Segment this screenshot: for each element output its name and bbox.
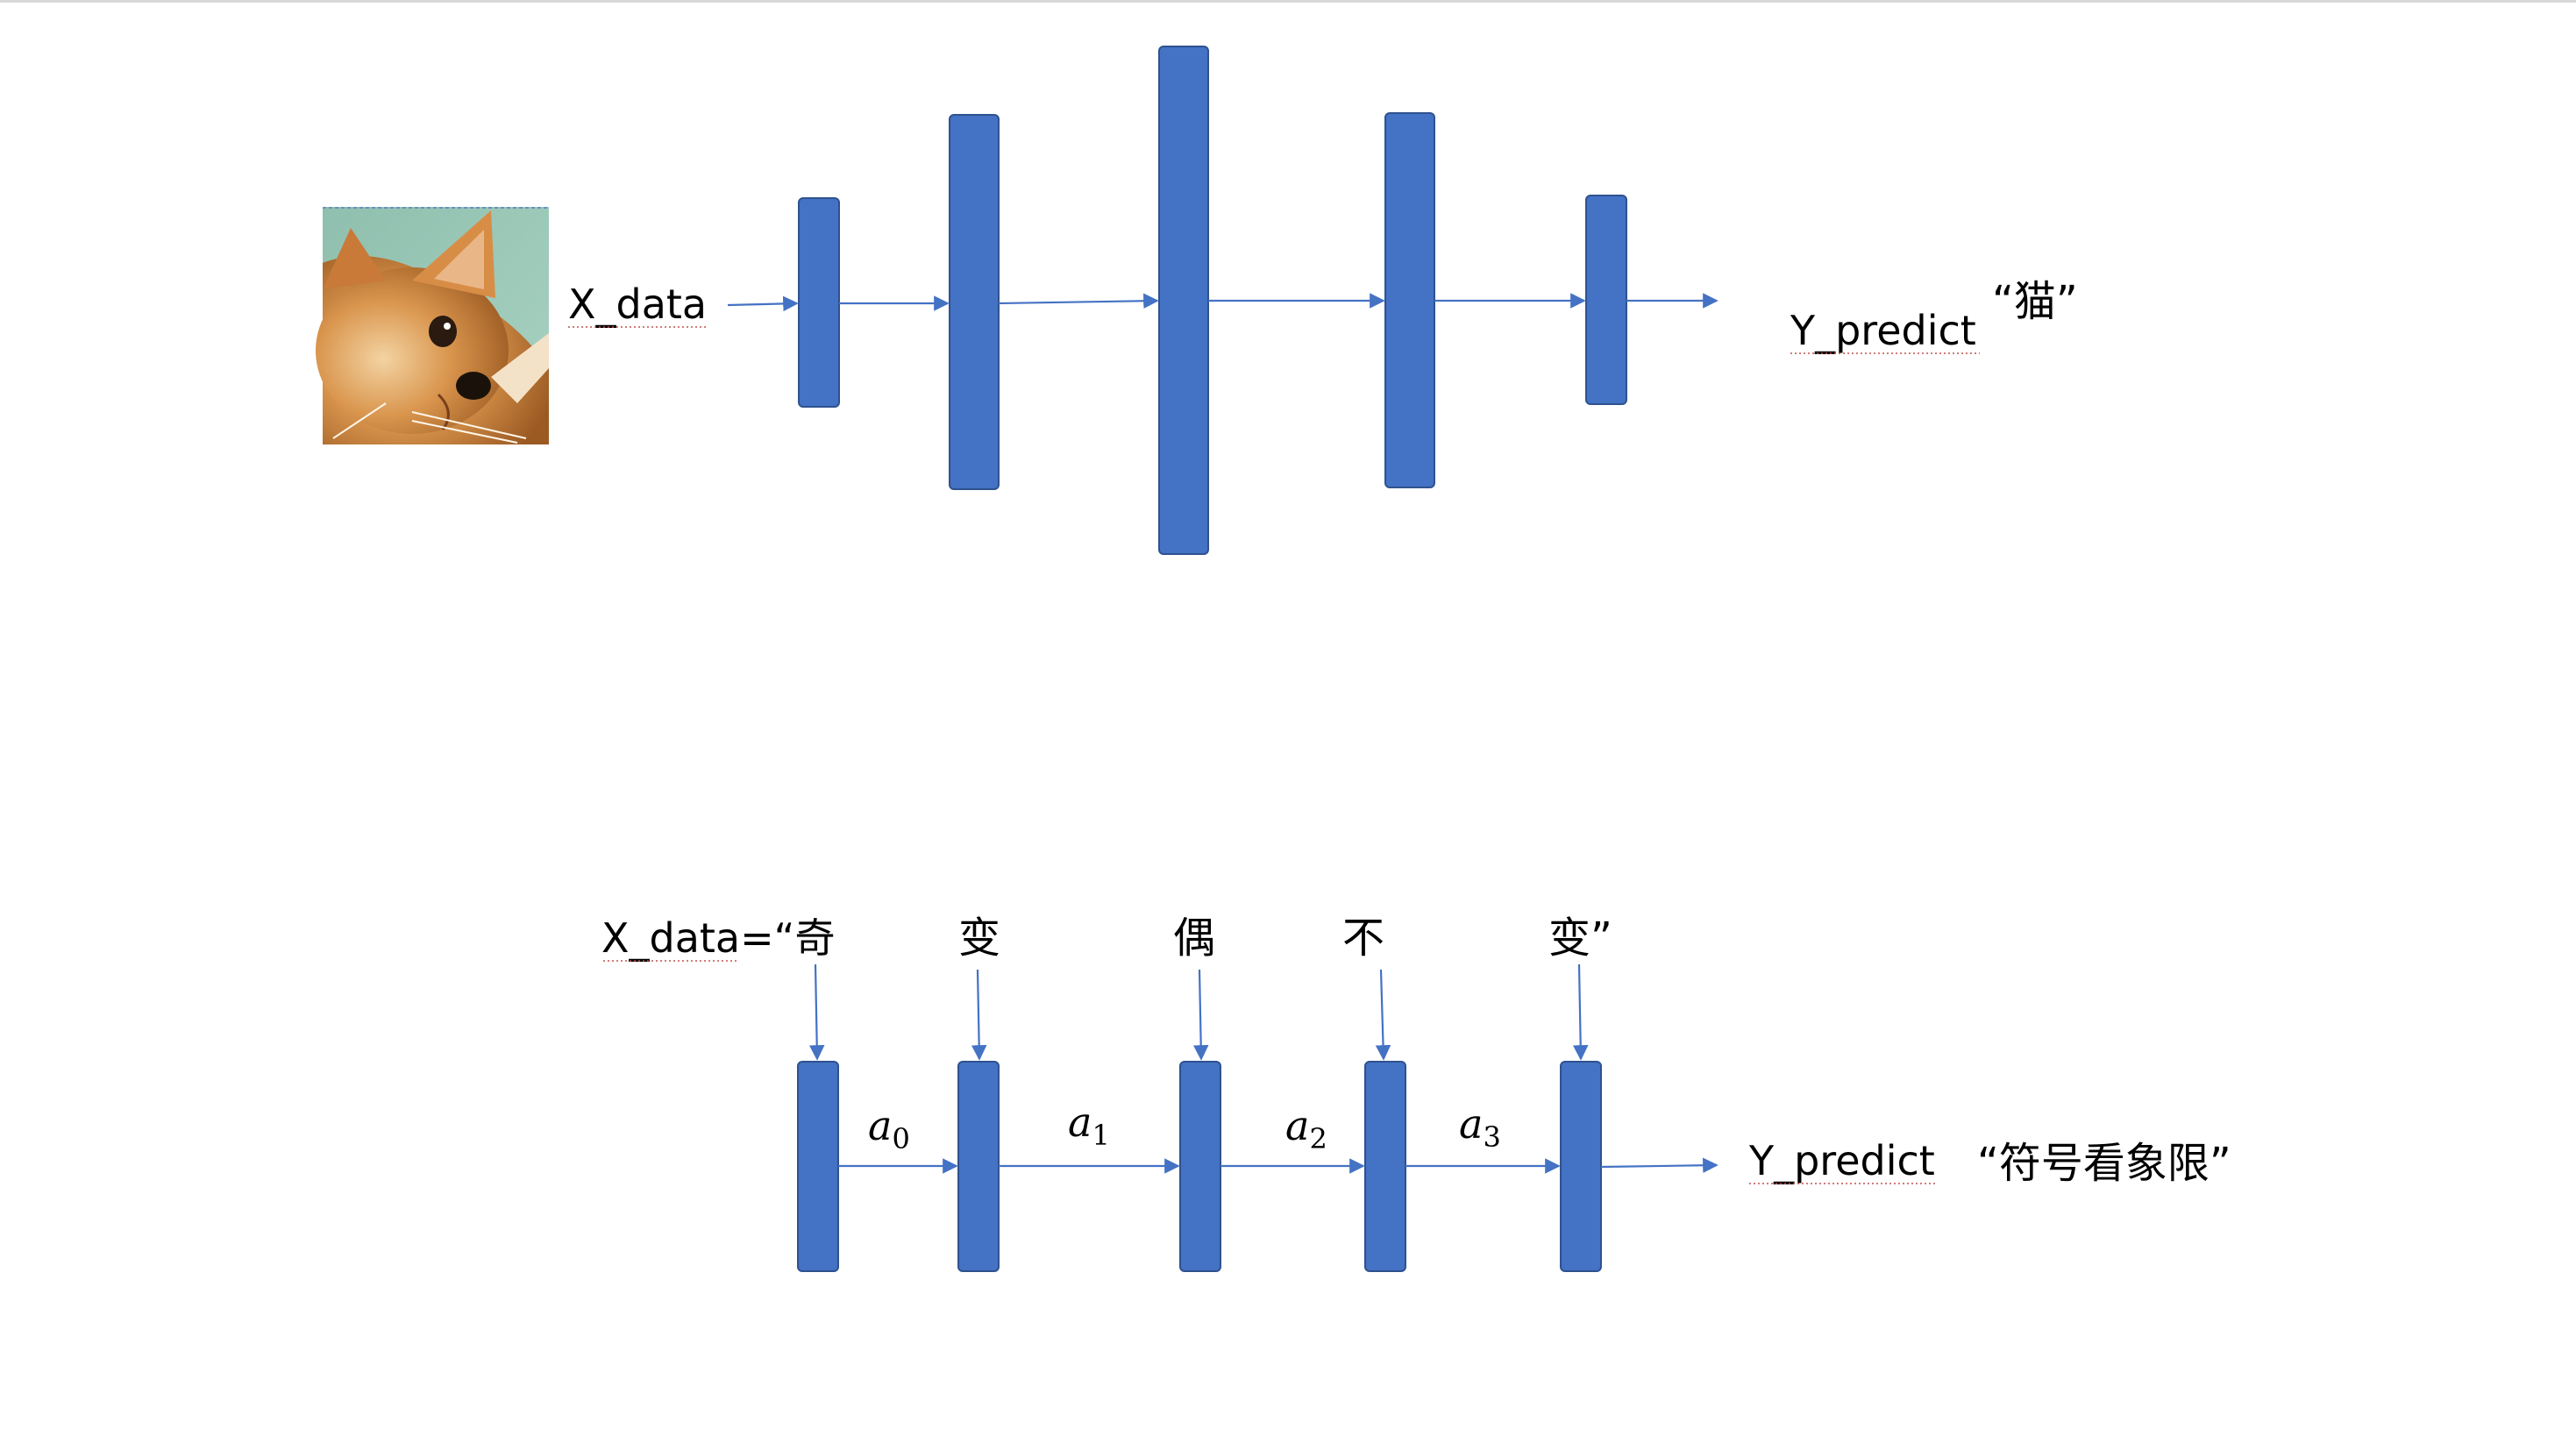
rnn-cell-1 <box>797 1061 839 1272</box>
rnn-input-arrow-4 <box>1375 969 1391 1061</box>
top-border <box>0 0 2576 3</box>
cnn-layer-4 <box>1384 112 1435 488</box>
rnn-token-4: 变” <box>1548 914 1612 963</box>
rnn-input-arrow-3 <box>1192 969 1209 1061</box>
rnn-cell-4 <box>1364 1061 1406 1272</box>
cnn-x-label: X_data <box>568 281 707 328</box>
rnn-input-arrow-2 <box>971 969 987 1061</box>
cnn-arrow-2-3 <box>998 293 1159 309</box>
rnn-y-value: “符号看象限” <box>1977 1139 2231 1188</box>
rnn-token-3: 不 <box>1342 914 1384 963</box>
cnn-y-label: Y_predict <box>1790 307 1976 354</box>
hidden-state-a2: a2 <box>1285 1102 1327 1155</box>
cnn-network: X_data Y_predict “猫” <box>316 46 2078 555</box>
cat-image <box>316 207 549 444</box>
rnn-token-2: 偶 <box>1173 914 1215 963</box>
rnn-cell-2 <box>957 1061 1000 1272</box>
rnn-cell-5 <box>1560 1061 1602 1272</box>
cnn-layer-1 <box>798 197 840 408</box>
hidden-state-a3: a3 <box>1459 1100 1501 1154</box>
rnn-token-1: 变 <box>958 914 1000 963</box>
rnn-network: X_data=“奇 变 偶 不 变” a0 a1 a2 <box>601 914 2231 1272</box>
hidden-state-a1: a1 <box>1068 1098 1110 1152</box>
rnn-cell-3 <box>1179 1061 1221 1272</box>
hidden-state-a0: a0 <box>868 1102 910 1155</box>
rnn-output-arrow <box>1600 1157 1719 1174</box>
cnn-layer-5 <box>1585 195 1627 405</box>
cnn-layer-3 <box>1158 46 1209 555</box>
cnn-layer-2 <box>949 114 1000 490</box>
cnn-arrow-input <box>727 295 799 312</box>
cnn-y-value: “猫” <box>1992 277 2078 326</box>
rnn-y-label: Y_predict <box>1748 1137 1935 1184</box>
rnn-x-label: X_data=“奇 <box>601 914 836 962</box>
rnn-input-arrow-1 <box>808 963 825 1061</box>
rnn-input-arrow-5 <box>1572 963 1589 1061</box>
